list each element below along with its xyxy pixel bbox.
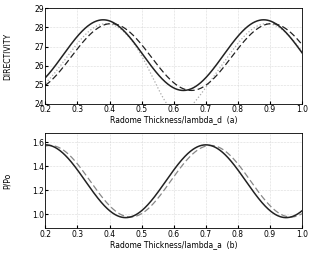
Y-axis label: P/Po: P/Po [3,172,12,189]
Y-axis label: DIRECTIVITY: DIRECTIVITY [3,33,12,80]
X-axis label: Radome Thickness/lambda_d  (a): Radome Thickness/lambda_d (a) [110,116,238,124]
X-axis label: Radome Thickness/lambda_a  (b): Radome Thickness/lambda_a (b) [110,240,238,249]
